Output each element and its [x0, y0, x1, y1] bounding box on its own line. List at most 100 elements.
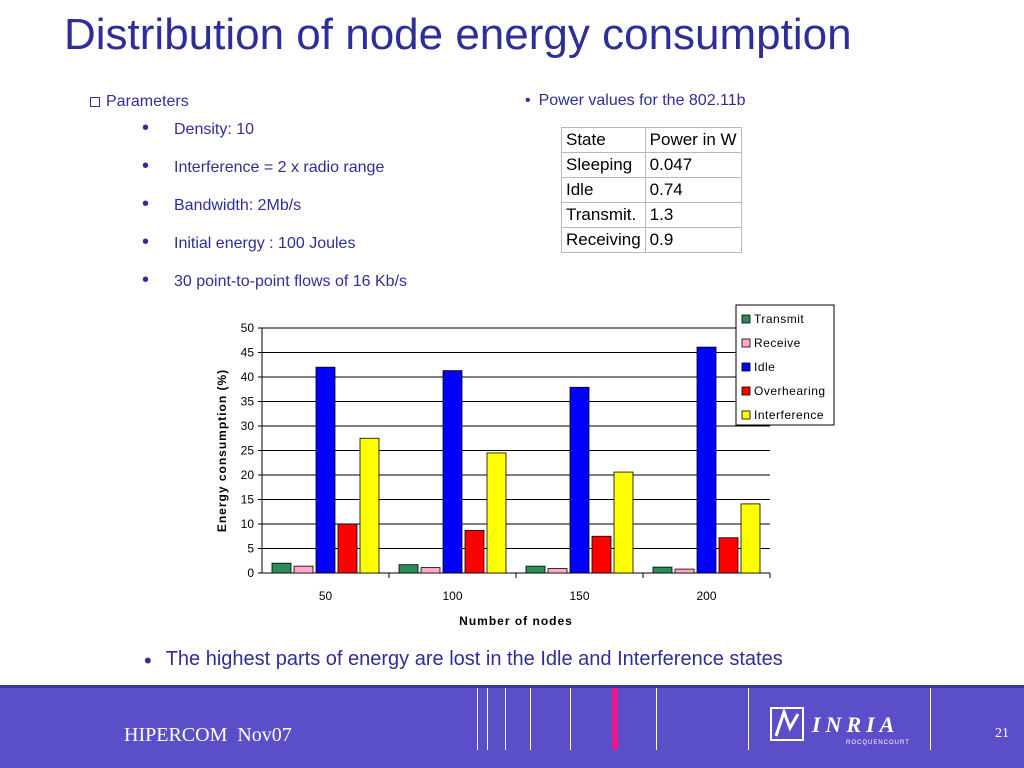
power-values-heading-text: Power values for the 802.11b [538, 92, 746, 109]
page-number: 21 [995, 726, 1009, 741]
bar-receive [420, 567, 441, 574]
power-table: State Power in W Sleeping 0.047 Idle 0.7… [561, 127, 742, 253]
table-row: Sleeping 0.047 [561, 152, 742, 178]
bar-overhearing [337, 523, 358, 574]
y-tick-label: 50 [241, 321, 255, 335]
table-cell: Transmit. [561, 202, 646, 228]
footer-divider [656, 688, 657, 750]
y-tick-label: 25 [241, 444, 255, 458]
parameter-text: Interference = 2 x radio range [174, 159, 385, 176]
table-header-cell: Power in W [644, 127, 742, 153]
bar-receive [293, 565, 314, 574]
x-tick-label: 200 [696, 589, 716, 603]
table-cell: Receiving [561, 227, 646, 253]
table-header-cell: State [561, 127, 646, 153]
legend-box [735, 304, 835, 426]
legend-swatch [741, 386, 751, 396]
footer-divider [530, 688, 531, 750]
bar-overhearing [464, 529, 485, 574]
parameters-section: Parameters • Density: 10 • Interference = … [90, 92, 407, 301]
x-tick-label: 50 [319, 589, 333, 603]
table-cell: Idle [561, 177, 646, 203]
table-cell: 0.9 [644, 227, 742, 253]
table-row: Transmit. 1.3 [561, 202, 742, 228]
bar-idle [442, 370, 463, 574]
parameters-list: • Density: 10 • Interference = 2 x radio r… [90, 117, 408, 301]
footer-divider [930, 688, 931, 750]
y-tick-label: 45 [241, 346, 255, 360]
x-tick-label: 150 [569, 589, 589, 603]
conclusion-text: The highest parts of energy are lost in … [165, 648, 783, 670]
bar-transmit [271, 562, 292, 574]
table-cell: 0.047 [644, 152, 742, 178]
footer-bar: HIPERCOM Nov07 INRIA ROCQUENCOURT 21 [0, 685, 1024, 768]
parameter-item: • Interference = 2 x radio range [90, 155, 407, 187]
y-tick-label: 35 [241, 395, 255, 409]
bullet-icon: • [525, 92, 531, 109]
bar-interference [740, 503, 761, 574]
bar-overhearing [591, 535, 612, 574]
bullet-icon: • [142, 269, 150, 291]
conclusion: • The highest parts of energy are lost i… [144, 648, 783, 674]
parameters-heading: Parameters [90, 92, 407, 112]
logo-text: INRIA [811, 712, 899, 737]
bar-receive [547, 568, 568, 574]
y-tick-label: 15 [241, 493, 255, 507]
y-tick-label: 0 [247, 566, 254, 580]
bar-transmit [398, 564, 419, 574]
parameter-text: Initial energy : 100 Joules [174, 235, 356, 252]
legend-swatch [741, 362, 751, 372]
power-values-heading: • Power values for the 802.11b [525, 92, 746, 110]
bar-transmit [525, 565, 546, 574]
footer-divider [570, 688, 571, 750]
bar-interference [486, 452, 507, 574]
table-cell: 0.74 [644, 177, 742, 203]
bullet-icon: • [142, 117, 150, 139]
y-axis-title: Energy consumption (%) [215, 369, 229, 532]
y-tick-label: 5 [247, 542, 254, 556]
bar-overhearing [718, 537, 739, 574]
legend-swatch [741, 410, 751, 420]
table-header-row: State Power in W [561, 127, 742, 153]
bar-idle [569, 386, 590, 574]
square-bullet-icon [90, 97, 100, 107]
legend-label: Interference [754, 408, 824, 422]
inria-logo: INRIA ROCQUENCOURT [770, 707, 910, 746]
footer-divider [505, 688, 506, 750]
y-tick-label: 10 [241, 517, 255, 531]
parameter-text: Bandwidth: 2Mb/s [174, 197, 302, 214]
y-tick-label: 20 [241, 468, 255, 482]
logo-subtext: ROCQUENCOURT [846, 740, 910, 746]
parameter-item: • Initial energy : 100 Joules [90, 231, 407, 263]
parameter-text: Density: 10 [174, 121, 255, 138]
legend-label: Idle [754, 360, 775, 374]
bar-receive [674, 568, 695, 574]
legend-label: Overhearing [754, 384, 826, 398]
bullet-icon: • [144, 648, 152, 673]
footer-divider [487, 688, 488, 750]
table-row: Idle 0.74 [561, 177, 742, 203]
slide-title: Distribution of node energy consumption [64, 10, 852, 59]
legend-swatch [741, 314, 751, 324]
parameter-text: 30 point-to-point flows of 16 Kb/s [174, 273, 408, 290]
bar-transmit [652, 566, 673, 574]
table-cell: Sleeping [561, 152, 646, 178]
x-tick-label: 100 [442, 589, 462, 603]
legend-label: Transmit [754, 312, 804, 326]
y-tick-label: 40 [241, 370, 255, 384]
bullet-icon: • [142, 193, 150, 215]
legend-label: Receive [754, 336, 801, 350]
footer-divider [477, 688, 478, 750]
bullet-icon: • [142, 231, 150, 253]
parameter-item: • Density: 10 [90, 117, 407, 149]
y-tick-label: 30 [241, 419, 255, 433]
x-axis-title: Number of nodes [459, 614, 573, 628]
bar-interference [613, 471, 634, 574]
bullet-icon: • [142, 155, 150, 177]
logo-emblem-frame [770, 707, 804, 741]
table-cell: 1.3 [644, 202, 742, 228]
bar-idle [315, 366, 336, 574]
bar-interference [359, 437, 380, 574]
energy-bar-chart: 0 5 10 15 20 25 30 35 40 45 50 50 100 150 200 Number of… [215, 304, 835, 628]
footer-divider [748, 688, 749, 750]
